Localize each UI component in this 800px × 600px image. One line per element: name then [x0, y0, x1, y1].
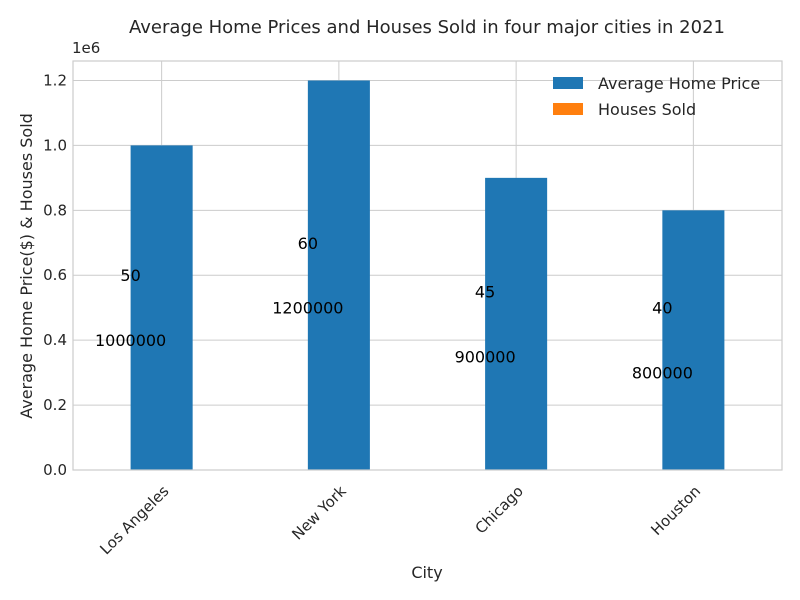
- legend-swatch: [553, 77, 583, 89]
- y-tick-label: 0.6: [43, 266, 67, 284]
- data-label: 800000: [632, 364, 693, 383]
- bar: [131, 145, 193, 470]
- y-axis-offset-label: 1e6: [72, 39, 100, 57]
- data-label: 40: [652, 299, 672, 318]
- x-tick-label: New York: [288, 482, 350, 544]
- y-tick-label: 0.8: [43, 201, 67, 219]
- data-label: 45: [475, 282, 495, 301]
- x-tick-label: Houston: [647, 482, 704, 539]
- y-axis-label: Average Home Price($) & Houses Sold: [17, 113, 36, 419]
- bar: [485, 178, 547, 470]
- data-label: 1200000: [272, 299, 343, 318]
- x-tick-label: Los Angeles: [96, 482, 172, 558]
- y-tick-label: 0.4: [43, 331, 67, 349]
- x-tick-label: Chicago: [472, 482, 527, 537]
- data-label: 60: [298, 234, 318, 253]
- data-label: 1000000: [95, 331, 166, 350]
- x-axis-label: City: [411, 563, 442, 582]
- legend-label: Houses Sold: [598, 100, 696, 119]
- data-label: 50: [120, 266, 140, 285]
- legend-swatch: [553, 103, 583, 115]
- chart-title: Average Home Prices and Houses Sold in f…: [129, 17, 725, 38]
- legend-label: Average Home Price: [598, 74, 760, 93]
- bar: [662, 210, 724, 470]
- y-tick-label: 1.0: [43, 136, 67, 154]
- bar: [308, 80, 370, 470]
- y-tick-label: 1.2: [43, 71, 67, 89]
- y-tick-label: 0.0: [43, 461, 67, 479]
- data-label: 900000: [455, 347, 516, 366]
- y-tick-label: 0.2: [43, 396, 67, 414]
